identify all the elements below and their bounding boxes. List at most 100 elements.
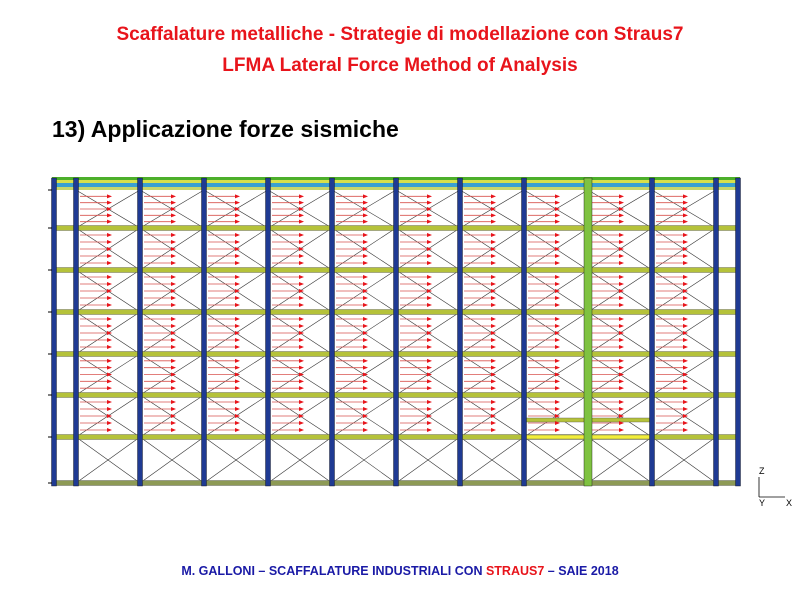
seismic-force-arrowhead — [171, 282, 176, 286]
seismic-force-arrowhead — [491, 233, 496, 237]
seismic-force-arrowhead — [235, 200, 240, 205]
seismic-force-arrowhead — [299, 338, 304, 342]
upright-column — [201, 177, 207, 487]
seismic-force-arrowhead — [299, 240, 304, 244]
seismic-force-arrowhead — [171, 296, 176, 300]
seismic-force-arrowhead — [683, 428, 688, 432]
seismic-force-arrowhead — [491, 324, 496, 328]
seismic-force-arrowhead — [235, 358, 240, 363]
seismic-force-arrowhead — [555, 331, 560, 335]
section-heading: 13) Applicazione forze sismiche — [52, 116, 399, 142]
footer-highlight: STRAUS7 — [485, 564, 545, 578]
seismic-force-arrowhead — [619, 407, 624, 411]
seismic-force-arrowhead — [299, 421, 304, 425]
seismic-force-arrowhead — [427, 379, 432, 384]
seismic-force-arrowhead — [235, 247, 240, 251]
seismic-force-arrowhead — [555, 194, 560, 199]
seismic-force-arrowhead — [235, 317, 240, 321]
seismic-force-arrowhead — [683, 254, 688, 258]
seismic-force-arrowhead — [427, 400, 432, 404]
seismic-force-arrowhead — [683, 296, 688, 300]
seismic-force-arrowhead — [235, 194, 240, 199]
seismic-force-arrowhead — [299, 207, 304, 211]
seismic-force-arrowhead — [619, 428, 624, 432]
seismic-force-arrowhead — [171, 233, 176, 237]
seismic-force-arrowhead — [235, 421, 240, 425]
seismic-force-arrowhead — [299, 219, 304, 224]
bracing-diagonal — [459, 436, 525, 484]
seismic-force-arrowhead — [427, 331, 432, 335]
seismic-force-arrowhead — [171, 303, 176, 307]
seismic-force-arrowhead — [555, 207, 560, 211]
seismic-force-arrowhead — [107, 379, 112, 384]
seismic-force-arrowhead — [171, 358, 176, 363]
seismic-force-arrowhead — [107, 386, 112, 391]
upright-column — [51, 177, 57, 487]
seismic-force-arrowhead — [107, 194, 112, 199]
seismic-force-arrowhead — [555, 233, 560, 237]
seismic-force-arrowhead — [107, 219, 112, 224]
seismic-force-arrowhead — [107, 324, 112, 328]
seismic-force-arrowhead — [427, 372, 432, 377]
seismic-force-arrowhead — [427, 317, 432, 321]
slide-title: Scaffalature metalliche - Strategie di m… — [116, 24, 684, 45]
seismic-force-arrowhead — [491, 207, 496, 211]
seismic-force-arrowhead — [299, 254, 304, 258]
axis-z-label: Z — [759, 466, 765, 476]
upright-column — [457, 177, 463, 487]
seismic-force-arrowhead — [299, 296, 304, 300]
seismic-force-arrowhead — [235, 233, 240, 237]
seismic-force-arrowhead — [171, 247, 176, 251]
seismic-force-arrowhead — [299, 282, 304, 286]
upright-column — [137, 177, 143, 487]
seismic-force-arrowhead — [555, 414, 560, 418]
seismic-force-arrowhead — [555, 400, 560, 404]
seismic-force-arrowhead — [683, 421, 688, 425]
seismic-force-arrowhead — [363, 345, 368, 349]
seismic-force-arrowhead — [235, 254, 240, 258]
seismic-force-arrowhead — [555, 407, 560, 411]
seismic-force-arrowhead — [363, 331, 368, 335]
seismic-force-arrowhead — [363, 254, 368, 258]
seismic-force-arrowhead — [619, 247, 624, 251]
seismic-force-arrowhead — [299, 428, 304, 432]
seismic-force-arrowhead — [427, 275, 432, 279]
seismic-force-arrowhead — [683, 379, 688, 384]
seismic-force-arrowhead — [235, 324, 240, 328]
seismic-force-arrowhead — [555, 213, 560, 218]
footer-author: M. GALLONI – SCAFFALATURE INDUSTRIALI CO… — [181, 564, 486, 578]
seismic-force-arrowhead — [107, 261, 112, 265]
seismic-force-arrowhead — [683, 324, 688, 328]
seismic-force-arrowhead — [171, 428, 176, 432]
seismic-force-arrowhead — [299, 386, 304, 391]
seismic-force-arrowhead — [235, 289, 240, 293]
seismic-force-arrowhead — [171, 372, 176, 377]
seismic-force-arrowhead — [171, 414, 176, 418]
seismic-force-arrowhead — [619, 275, 624, 279]
seismic-force-arrowhead — [107, 289, 112, 293]
seismic-force-arrowhead — [107, 296, 112, 300]
bracing-diagonal — [523, 436, 589, 484]
seismic-force-arrowhead — [235, 386, 240, 391]
seismic-force-arrowhead — [235, 400, 240, 404]
seismic-force-arrowhead — [235, 414, 240, 418]
seismic-force-arrowhead — [619, 213, 624, 218]
seismic-force-arrowhead — [171, 400, 176, 404]
seismic-force-arrowhead — [683, 207, 688, 211]
seismic-force-arrowhead — [235, 282, 240, 286]
seismic-force-arrowhead — [619, 194, 624, 199]
seismic-force-arrowhead — [235, 407, 240, 411]
seismic-force-arrowhead — [555, 261, 560, 265]
footer: M. GALLONI – SCAFFALATURE INDUSTRIALI CO… — [0, 564, 800, 578]
seismic-force-arrowhead — [683, 247, 688, 251]
seismic-force-arrowhead — [171, 207, 176, 211]
seismic-force-arrowhead — [171, 317, 176, 321]
seismic-force-arrowhead — [427, 261, 432, 265]
seismic-force-arrowhead — [107, 275, 112, 279]
seismic-force-arrowhead — [683, 407, 688, 411]
seismic-force-arrowhead — [363, 358, 368, 363]
seismic-force-arrowhead — [619, 386, 624, 391]
seismic-force-arrowhead — [427, 407, 432, 411]
seismic-force-arrowhead — [299, 213, 304, 218]
seismic-force-arrowhead — [619, 303, 624, 307]
